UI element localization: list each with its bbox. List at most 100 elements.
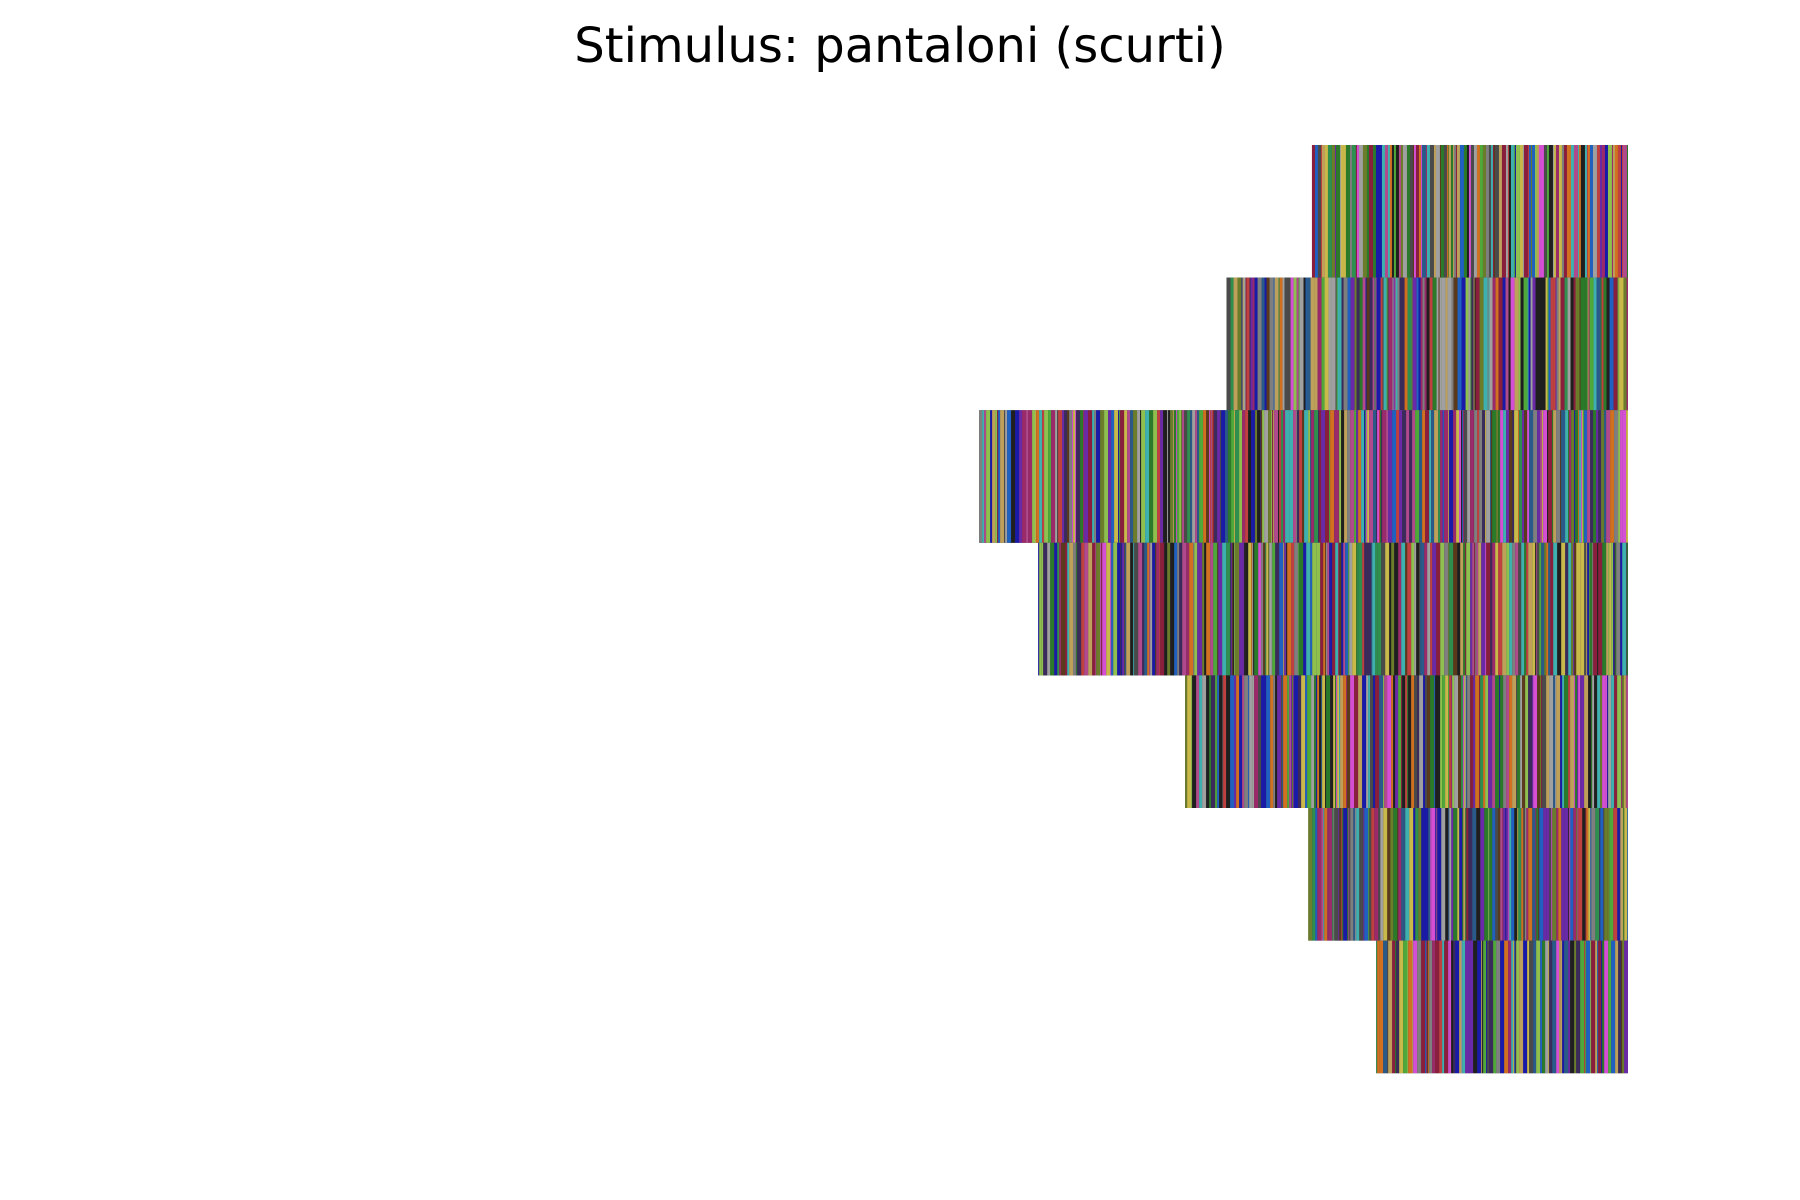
bar-7-stripe-70 xyxy=(1560,940,1563,1074)
bar-3-stripe-24 xyxy=(1044,410,1049,543)
bar-2-stripe-142 xyxy=(1588,277,1590,411)
bar-7-stripe-71 xyxy=(1562,940,1565,1074)
bar-3-stripe-221 xyxy=(1537,410,1541,543)
bar-7-stripe-64 xyxy=(1545,940,1549,1074)
bar-4-stripe-144 xyxy=(1401,542,1406,676)
bar-4-stripe-79 xyxy=(1239,542,1244,676)
bar-3-stripe-96 xyxy=(1228,410,1232,543)
bar-3-stripe-1 xyxy=(982,410,985,543)
bar-3-stripe-243 xyxy=(1583,410,1585,543)
bar-4-stripe-183 xyxy=(1512,542,1516,676)
bar-2-stripe-129 xyxy=(1555,277,1557,411)
bar-2-stripe-32 xyxy=(1306,277,1311,411)
bar-5-stripe-21 xyxy=(1242,675,1245,808)
bar-7-stripe-15 xyxy=(1413,940,1418,1074)
bar-7-stripe-35 xyxy=(1462,940,1466,1074)
bar-2-stripe-14 xyxy=(1261,277,1265,411)
bar-7-stripe-43 xyxy=(1486,940,1488,1074)
bar-7-stripe-22 xyxy=(1429,940,1433,1074)
bar-4-stripe-117 xyxy=(1329,542,1333,676)
bar-4-stripe-23 xyxy=(1100,542,1102,676)
bar-6-stripe-34 xyxy=(1387,808,1391,941)
bar-4-stripe-22 xyxy=(1096,542,1101,676)
bar-4 xyxy=(1038,542,1628,676)
bar-5-stripe-32 xyxy=(1273,675,1276,808)
bar-1-stripe-45 xyxy=(1429,145,1434,278)
bar-1-stripe-95 xyxy=(1546,145,1549,278)
bar-4-stripe-18 xyxy=(1084,542,1089,676)
bar-3-stripe-131 xyxy=(1311,410,1314,543)
bar-1-stripe-26 xyxy=(1384,145,1388,278)
bar-4-stripe-32 xyxy=(1121,542,1123,676)
bar-7-stripe-57 xyxy=(1523,940,1528,1074)
bar-3-stripe-218 xyxy=(1527,410,1530,543)
bar-7-stripe-50 xyxy=(1508,940,1512,1074)
bar-3-stripe-140 xyxy=(1334,410,1339,543)
bar-5-stripe-177 xyxy=(1626,675,1628,808)
bar-5-stripe-46 xyxy=(1305,675,1308,808)
bar-5-stripe-139 xyxy=(1533,675,1538,808)
bar-5-stripe-48 xyxy=(1311,675,1315,808)
bar-3-stripe-165 xyxy=(1388,410,1393,543)
bar-4-stripe-92 xyxy=(1266,542,1269,676)
bar-1-stripe-122 xyxy=(1617,145,1621,278)
bar-3-stripe-244 xyxy=(1584,410,1588,543)
bar-1-stripe-42 xyxy=(1421,145,1426,278)
bar-5-stripe-127 xyxy=(1500,675,1504,808)
bar-4-stripe-193 xyxy=(1537,542,1540,676)
bar-6-stripe-81 xyxy=(1505,808,1507,941)
bar-4-stripe-93 xyxy=(1268,542,1270,676)
bar-2-stripe-92 xyxy=(1457,277,1462,411)
bar-6-stripe-109 xyxy=(1569,808,1571,941)
bar-1-stripe-57 xyxy=(1455,145,1457,278)
bar-7-stripe-10 xyxy=(1399,940,1404,1074)
bar-5-stripe-91 xyxy=(1417,675,1420,808)
bar-1-stripe-50 xyxy=(1443,145,1447,278)
bar-5-stripe-34 xyxy=(1277,675,1282,808)
bar-6-stripe-104 xyxy=(1556,808,1559,941)
bar-5-stripe-55 xyxy=(1325,675,1327,808)
bar-5-stripe-175 xyxy=(1624,675,1626,808)
bar-6-stripe-120 xyxy=(1591,808,1596,941)
bar-5-stripe-2 xyxy=(1191,675,1193,808)
bar-1-stripe-88 xyxy=(1530,145,1532,278)
bar-2-stripe-25 xyxy=(1290,277,1294,411)
bar-4-stripe-63 xyxy=(1199,542,1203,676)
bar-5-stripe-5 xyxy=(1199,675,1203,808)
bar-2-stripe-48 xyxy=(1356,277,1360,411)
bar-4-stripe-149 xyxy=(1416,542,1420,676)
bar-4-stripe-10 xyxy=(1065,542,1068,676)
bar-4-stripe-14 xyxy=(1075,542,1077,676)
bar-5-stripe-122 xyxy=(1485,675,1489,808)
bar-4-stripe-39 xyxy=(1134,542,1139,676)
bar-6-stripe-134 xyxy=(1627,808,1628,941)
bar-4-stripe-7 xyxy=(1057,542,1060,676)
bar-3-stripe-139 xyxy=(1330,410,1335,543)
bar-6-stripe-6 xyxy=(1324,808,1328,941)
bar-6-stripe-13 xyxy=(1339,808,1342,941)
bar-6-stripe-95 xyxy=(1535,808,1537,941)
bar-5-stripe-92 xyxy=(1419,675,1424,808)
bar-6-stripe-55 xyxy=(1437,808,1442,941)
bar-3-stripe-31 xyxy=(1064,410,1068,543)
bar-6-stripe-96 xyxy=(1536,808,1539,941)
bar-4-stripe-119 xyxy=(1335,542,1339,676)
bar-1-stripe-97 xyxy=(1552,145,1554,278)
bar-1-stripe-89 xyxy=(1531,145,1535,278)
bar-4-stripe-156 xyxy=(1436,542,1441,676)
bar-7-stripe-23 xyxy=(1432,940,1436,1074)
bar-5-stripe-128 xyxy=(1503,675,1507,808)
bar-6-stripe-57 xyxy=(1445,808,1449,941)
bar-3-stripe-164 xyxy=(1386,410,1389,543)
bar-3-stripe-174 xyxy=(1419,410,1423,543)
bar-5-stripe-66 xyxy=(1347,675,1351,808)
bar-5-stripe-1 xyxy=(1187,675,1192,808)
bar-1-stripe-69 xyxy=(1488,145,1491,278)
bar-3 xyxy=(979,410,1628,543)
bar-5-stripe-83 xyxy=(1398,675,1402,808)
bar-3-stripe-235 xyxy=(1571,410,1575,543)
bar-3-stripe-67 xyxy=(1168,410,1171,543)
bar-7-stripe-48 xyxy=(1500,940,1505,1074)
bar-2-stripe-35 xyxy=(1317,277,1322,411)
bar-4-stripe-123 xyxy=(1343,542,1346,676)
